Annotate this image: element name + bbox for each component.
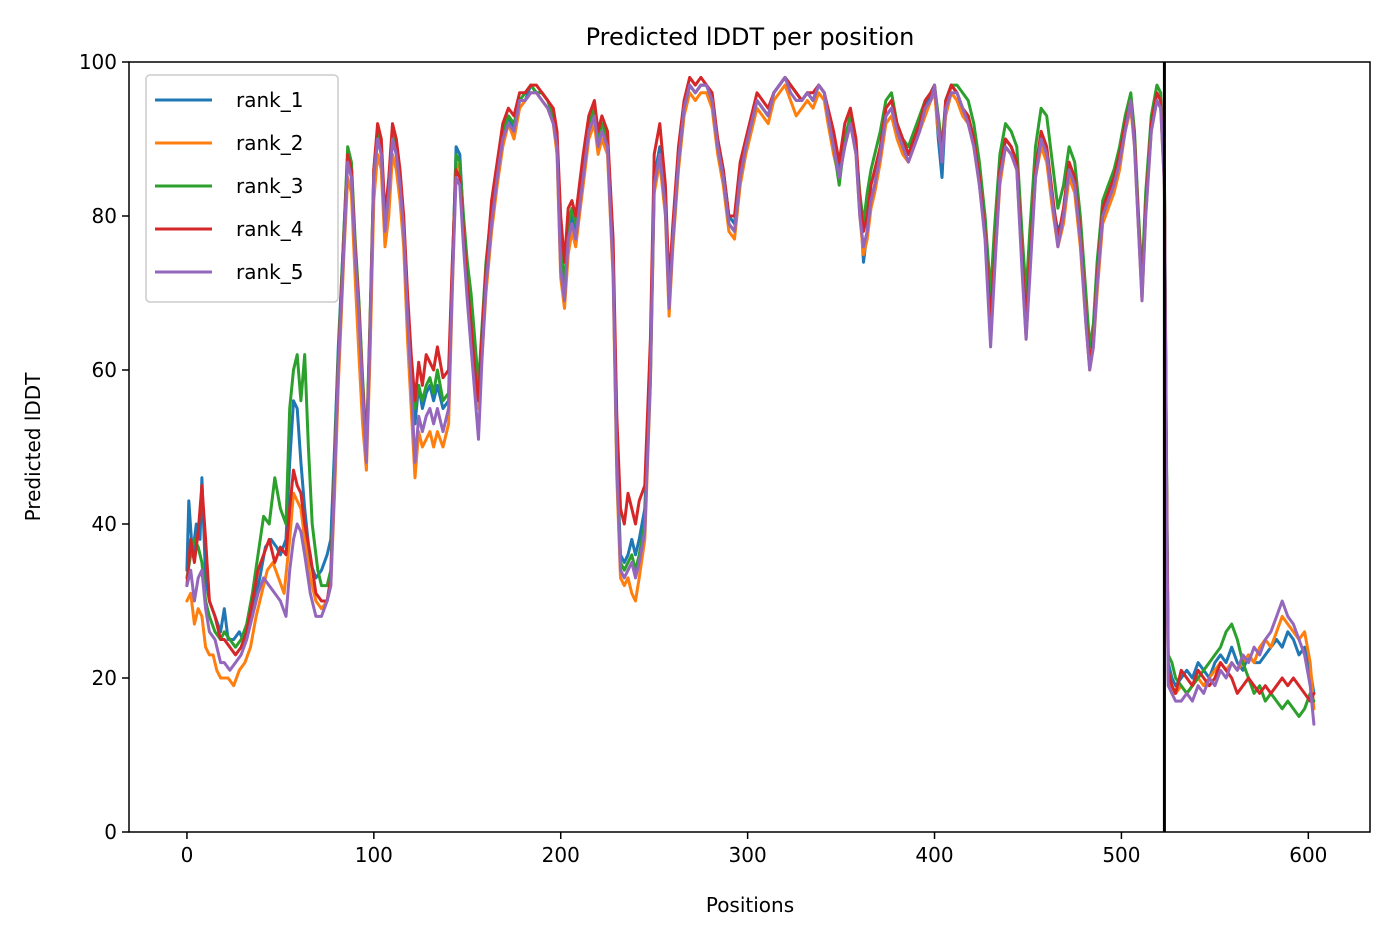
y-tick-label: 20 — [92, 666, 117, 690]
legend-label: rank_1 — [236, 88, 303, 112]
x-tick-label: 0 — [181, 843, 194, 867]
x-tick-label: 300 — [729, 843, 767, 867]
x-axis-label: Positions — [706, 893, 794, 917]
y-tick-label: 0 — [104, 820, 117, 844]
x-tick-label: 200 — [542, 843, 580, 867]
plot-area — [128, 61, 1371, 833]
plot-frame — [128, 61, 1371, 833]
series-layer — [185, 75, 1316, 726]
y-axis-label: Predicted lDDT — [21, 372, 45, 522]
y-tick-label: 80 — [92, 204, 117, 228]
x-tick-label: 600 — [1289, 843, 1327, 867]
legend-label: rank_3 — [236, 174, 303, 198]
legend-frame — [145, 74, 339, 303]
legend-label: rank_5 — [236, 260, 303, 284]
x-tick-label: 100 — [355, 843, 393, 867]
y-axis: 0 20 40 60 80 100 — [79, 50, 129, 844]
legend-label: rank_2 — [236, 131, 303, 155]
x-axis: 0 100 200 300 400 500 600 — [181, 832, 1327, 867]
chart-title: Predicted lDDT per position — [586, 23, 915, 51]
legend: rank_1 rank_2 rank_3 rank_4 rank_5 — [145, 74, 339, 303]
x-tick-label: 400 — [915, 843, 953, 867]
legend-label: rank_4 — [236, 217, 303, 241]
y-tick-label: 40 — [92, 512, 117, 536]
x-tick-label: 500 — [1102, 843, 1140, 867]
y-tick-label: 60 — [92, 358, 117, 382]
y-tick-label: 100 — [79, 50, 117, 74]
series-line-rank-5 — [185, 75, 1316, 726]
